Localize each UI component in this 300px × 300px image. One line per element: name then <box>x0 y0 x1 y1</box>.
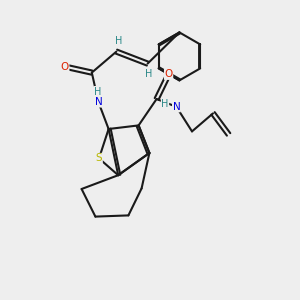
Text: H: H <box>94 86 101 97</box>
Text: H: H <box>161 99 169 110</box>
Text: N: N <box>172 102 180 112</box>
Text: H: H <box>146 69 153 79</box>
Text: O: O <box>61 61 69 72</box>
Text: H: H <box>115 36 122 46</box>
Text: N: N <box>94 97 102 107</box>
Text: O: O <box>164 69 173 80</box>
Text: S: S <box>96 153 102 164</box>
